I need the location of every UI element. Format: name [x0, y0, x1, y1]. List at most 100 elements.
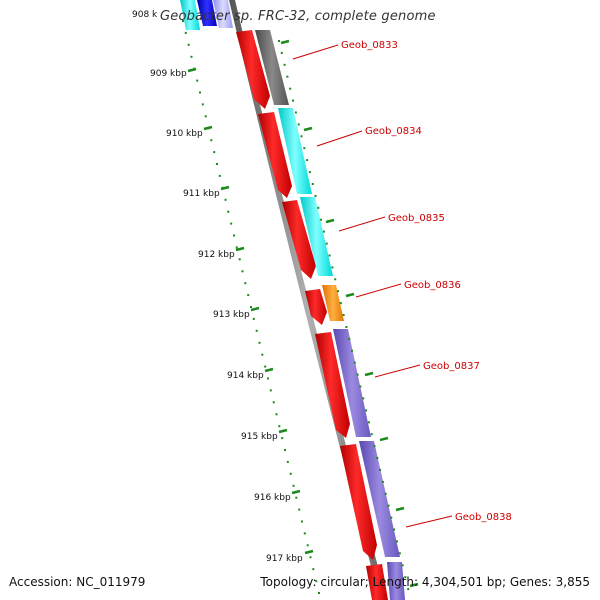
ruler-label: 915 kbp — [241, 432, 278, 442]
ruler-dot — [353, 361, 356, 364]
cds-arrow[interactable] — [236, 30, 270, 109]
ruler-dot — [300, 135, 303, 138]
ruler-dot — [278, 425, 281, 428]
ruler-dot — [294, 111, 297, 114]
cds-arrow[interactable] — [340, 444, 377, 560]
gene-label[interactable]: Geob_0833 — [341, 40, 398, 51]
ruler-dot — [196, 79, 199, 82]
ruler-dot — [289, 87, 292, 90]
cog-bar-purple — [359, 441, 400, 557]
gene-label-leader — [355, 283, 402, 298]
ruler-dot — [317, 206, 320, 209]
gene-label-leader — [316, 130, 363, 147]
ruler-dot — [264, 365, 267, 368]
ruler-dot — [401, 564, 404, 567]
ruler-dot — [404, 576, 407, 579]
ruler-dot — [187, 43, 190, 46]
gene-label[interactable]: Geob_0837 — [423, 361, 480, 372]
cds-arrow[interactable] — [258, 112, 292, 198]
feature-partial-blue — [197, 0, 217, 26]
ruler-dot — [365, 409, 368, 412]
cog-bar-cyan — [278, 108, 312, 194]
ruler-dot — [379, 468, 382, 471]
ruler-dot — [204, 115, 207, 118]
gene-label[interactable]: Geob_0838 — [455, 512, 512, 523]
gene-label[interactable]: Geob_0835 — [388, 213, 445, 224]
ruler-dot — [284, 449, 286, 451]
ruler-dot — [398, 552, 401, 555]
ruler-dot — [295, 496, 298, 499]
ruler-label: 911 kbp — [183, 189, 220, 199]
ruler-tick — [220, 185, 230, 191]
ruler-dot — [309, 556, 312, 559]
ruler-tick — [235, 246, 245, 252]
ruler-dot — [325, 242, 328, 245]
ruler-tick — [187, 67, 197, 73]
ruler-dot — [213, 151, 216, 154]
ruler-dot — [252, 317, 255, 320]
ruler-tick — [364, 371, 374, 377]
cds-arrow[interactable] — [282, 200, 316, 279]
ruler-dot — [292, 484, 295, 487]
ruler-dot — [182, 20, 184, 22]
ruler-dot — [298, 508, 301, 511]
ruler-dot — [320, 218, 323, 221]
ruler-tick — [291, 489, 301, 495]
gene-label-leader — [338, 216, 386, 232]
ruler-label: 914 kbp — [227, 371, 264, 381]
ruler-dot — [387, 504, 390, 507]
cog-bar-gray — [255, 30, 289, 105]
ruler-dot — [308, 171, 311, 174]
accession-text: Accession: NC_011979 — [9, 575, 146, 589]
ruler-dot — [337, 290, 339, 293]
cds-arrow[interactable] — [366, 564, 388, 600]
ruler-dot — [345, 326, 348, 328]
ruler-dot — [289, 472, 292, 475]
ruler-dot — [286, 460, 289, 463]
ruler-dot — [280, 51, 283, 54]
ruler-label: 910 kbp — [166, 129, 203, 139]
ruler-tick — [280, 39, 290, 45]
ruler-dot — [384, 492, 387, 495]
ruler-dot — [306, 159, 309, 162]
cds-arrow[interactable] — [305, 289, 327, 325]
ruler-dot — [199, 91, 201, 94]
ruler-dot — [311, 183, 314, 185]
ruler-dot — [322, 230, 325, 233]
ruler-dot — [303, 147, 306, 150]
ruler-dot — [269, 389, 272, 392]
ruler-dot — [227, 210, 230, 213]
ruler-dot — [356, 373, 359, 376]
ruler-dot — [272, 401, 275, 404]
ruler-dot — [250, 306, 252, 308]
ruler-dot — [312, 568, 315, 571]
ruler-tick — [304, 549, 314, 555]
ruler-dot — [306, 544, 309, 547]
ruler-dot — [362, 397, 365, 400]
gene-label[interactable]: Geob_0836 — [404, 280, 461, 291]
cog-bar-cyan — [300, 197, 333, 276]
ruler-inner-dots — [182, 20, 320, 594]
ruler-dot — [303, 532, 306, 535]
cds-arrow[interactable] — [315, 332, 350, 438]
ruler-dot — [224, 198, 227, 201]
ruler-label: 917 kbp — [266, 554, 303, 564]
ruler-dot — [292, 99, 294, 102]
ruler-dot — [339, 302, 342, 305]
ruler-dot — [328, 254, 331, 257]
cog-bar-orange — [322, 285, 344, 321]
gene-label[interactable]: Geob_0834 — [365, 126, 422, 137]
ruler-dot — [359, 385, 362, 388]
ruler-dot — [275, 413, 278, 416]
ruler-label: 916 kbp — [254, 493, 291, 503]
ruler-tick — [345, 292, 355, 298]
gene-label-leader — [374, 364, 421, 378]
ruler-dot — [241, 270, 244, 273]
ruler-dot — [286, 75, 289, 78]
ruler-dot — [301, 520, 303, 523]
ruler-dot — [267, 377, 269, 380]
ruler-dot — [407, 588, 410, 591]
ruler-dot — [342, 314, 345, 316]
ruler-dot — [238, 258, 241, 261]
